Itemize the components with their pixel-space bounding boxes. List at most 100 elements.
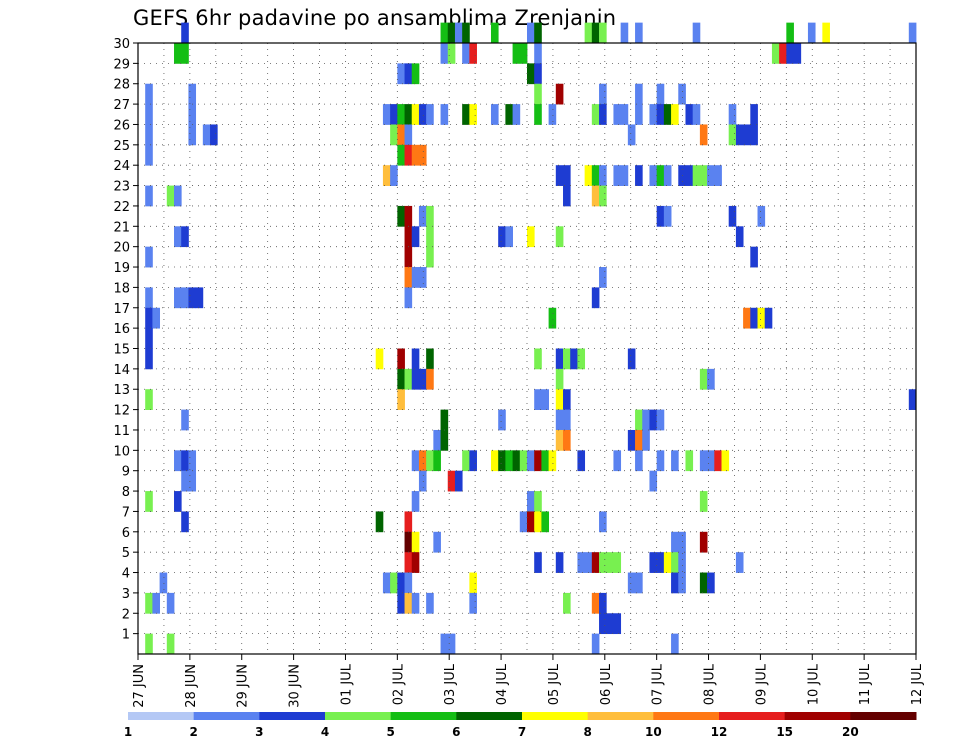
heatmap-cell (656, 83, 665, 105)
heatmap-cell (555, 83, 564, 105)
legend-swatch (325, 712, 392, 720)
heatmap-cell (181, 470, 189, 492)
heatmap-cell (397, 348, 405, 370)
heatmap-cell (440, 43, 449, 64)
heatmap-cell (411, 450, 420, 472)
heatmap-cell (404, 592, 413, 614)
heatmap-cell (433, 531, 441, 553)
y-tick-label: 17 (113, 302, 130, 317)
legend-label: 20 (842, 725, 859, 739)
heatmap-cell (490, 22, 499, 44)
x-tick-label: 28 JUN (184, 664, 199, 708)
x-tick-label: 07 JUL (651, 663, 666, 705)
heatmap-cell (757, 205, 766, 227)
heatmap-cell (678, 165, 686, 186)
heatmap-cell (534, 104, 542, 125)
heatmap-cell (663, 205, 672, 227)
heatmap-cell (635, 83, 643, 105)
heatmap-cell (555, 165, 564, 186)
legend-label: 12 (711, 725, 728, 739)
heatmap-cell (512, 104, 521, 125)
heatmap-cell (743, 307, 751, 329)
heatmap-cell (663, 104, 672, 125)
heatmap-cell (411, 267, 420, 288)
y-tick-label: 30 (113, 37, 130, 52)
heatmap-cell (635, 165, 643, 186)
y-tick-label: 11 (113, 424, 130, 439)
heatmap-cell (707, 368, 715, 390)
heatmap-cell (685, 104, 694, 125)
heatmap-cell (181, 22, 189, 44)
heatmap-cell (750, 307, 758, 329)
heatmap-cell (505, 104, 513, 125)
heatmap-cell (807, 22, 816, 44)
heatmap-cell (735, 226, 744, 248)
heatmap-cell (426, 592, 434, 614)
heatmap-cell (426, 104, 434, 125)
heatmap-cell (613, 104, 622, 125)
heatmap-cell (519, 43, 528, 64)
heatmap-cell (145, 592, 153, 614)
y-tick-label: 13 (113, 383, 130, 398)
heatmap-cell (462, 22, 470, 44)
x-tick-label: 09 JUL (754, 663, 769, 705)
heatmap-cell (145, 104, 153, 125)
heatmap-cell (181, 287, 189, 309)
heatmap-cell (699, 531, 708, 553)
heatmap-cell (656, 104, 665, 125)
legend-label: 7 (518, 725, 526, 739)
heatmap-cell (534, 348, 542, 370)
heatmap-cell (145, 83, 153, 105)
heatmap-cell (174, 185, 182, 207)
heatmap-cell (627, 429, 636, 451)
heatmap-cell (613, 165, 622, 186)
heatmap-cell (166, 592, 175, 614)
plot-frame (137, 42, 917, 655)
legend-label: 6 (452, 725, 460, 739)
heatmap-cell (411, 104, 420, 125)
heatmap-cell (699, 124, 708, 146)
heatmap-cell (418, 144, 427, 166)
legend-label: 4 (321, 725, 329, 739)
heatmap-cell (188, 124, 197, 146)
heatmap-cell (418, 267, 427, 288)
heatmap-cell (181, 226, 189, 248)
legend-swatch (259, 712, 326, 720)
heatmap-cell (390, 104, 398, 125)
heatmap-cell (735, 552, 744, 573)
heatmap-cell (411, 491, 420, 512)
heatmap-cell (649, 552, 658, 573)
heatmap-cell (188, 450, 197, 472)
heatmap-cell (166, 633, 175, 655)
heatmap-cell (433, 429, 441, 451)
heatmap-cell (599, 613, 607, 635)
heatmap-cell (527, 226, 535, 248)
heatmap-cell (411, 348, 420, 370)
x-tick-label: 05 JUL (547, 663, 562, 705)
heatmap-cell (527, 491, 535, 512)
heatmap-cell (750, 104, 758, 125)
heatmap-cell (656, 552, 665, 573)
heatmap-cell (519, 450, 528, 472)
heatmap-cell (678, 83, 686, 105)
x-tick-label: 10 JUL (806, 663, 821, 705)
y-tick-label: 26 (113, 118, 130, 133)
heatmap-cell (671, 633, 679, 655)
heatmap-cell (563, 185, 571, 207)
heatmap-cell (649, 165, 658, 186)
y-tick-label: 20 (113, 241, 130, 256)
legend-swatch (193, 712, 260, 720)
heatmap-cell (145, 144, 153, 166)
heatmap-cell (426, 368, 434, 390)
x-tick-label: 04 JUL (495, 663, 510, 705)
heatmap-cell (584, 552, 593, 573)
heatmap-cell (750, 246, 758, 268)
heatmap-cell (397, 389, 405, 410)
heatmap-cells (145, 22, 917, 655)
heatmap-cell (613, 613, 622, 635)
heatmap-cell (188, 287, 197, 309)
legend-swatch (653, 712, 720, 720)
x-tick-label: 03 JUL (443, 663, 458, 705)
heatmap-cell (375, 348, 384, 370)
